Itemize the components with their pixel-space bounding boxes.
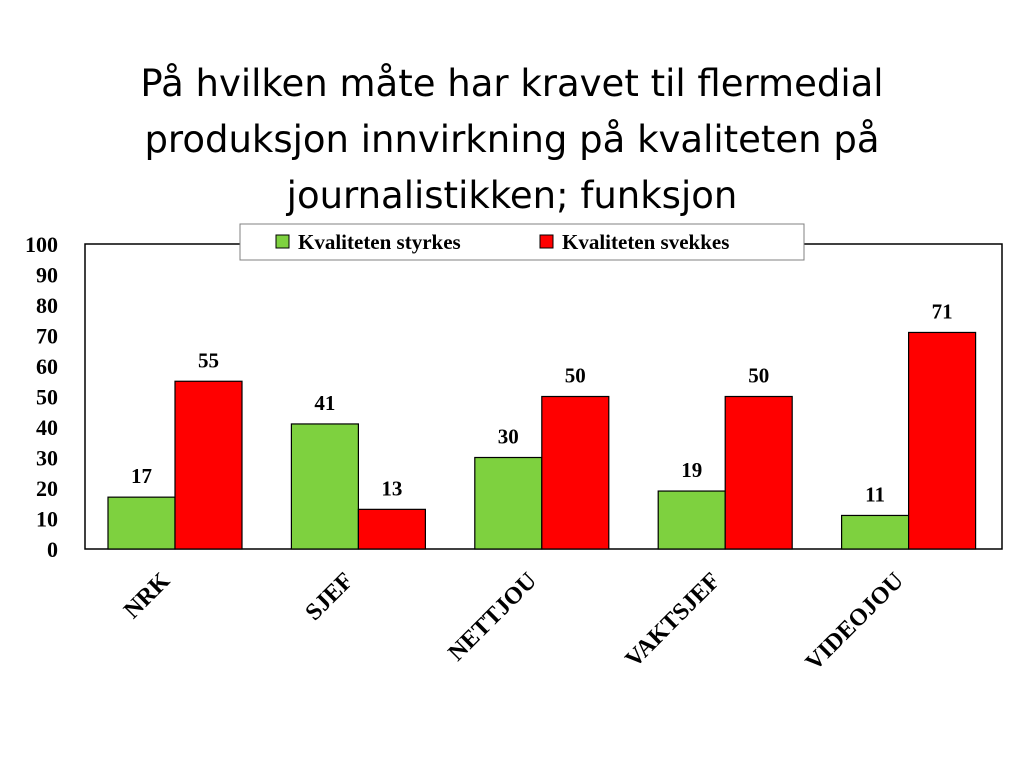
title-line-1: På hvilken måte har kravet til flermedia… (140, 62, 884, 105)
data-label: 50 (748, 364, 769, 388)
x-category-label: SJEF (301, 568, 359, 626)
slide-title: På hvilken måte har kravet til flermedia… (60, 56, 964, 224)
bar (107, 496, 176, 550)
y-tick-label: 40 (36, 415, 58, 440)
legend-box (239, 223, 805, 261)
data-label: 71 (932, 299, 953, 323)
bar (907, 331, 977, 550)
y-tick-label: 90 (36, 263, 58, 288)
bar (724, 395, 793, 550)
legend-label: Kvaliteten svekkes (562, 230, 729, 254)
bar (840, 514, 910, 550)
data-label: 55 (198, 348, 219, 372)
y-tick-label: 80 (36, 293, 58, 318)
x-category-label: NRK (119, 568, 175, 624)
title-line-2: produksjon innvirkning på kvaliteten på (144, 118, 880, 161)
bar (174, 380, 243, 550)
y-tick-label: 20 (36, 476, 58, 501)
y-tick-label: 100 (25, 232, 58, 257)
x-category-label: NETTJOU (444, 568, 543, 667)
title-line-3: journalistikken; funksjon (286, 174, 738, 217)
y-tick-label: 50 (36, 385, 58, 410)
data-label: 19 (681, 458, 702, 482)
data-label: 41 (314, 391, 335, 415)
bar (474, 456, 543, 550)
bar (290, 423, 359, 550)
y-tick-label: 70 (36, 324, 58, 349)
legend-swatch (275, 234, 290, 249)
bar (357, 508, 426, 550)
data-label: 30 (498, 425, 519, 449)
y-tick-label: 0 (47, 537, 58, 562)
y-tick-label: 60 (36, 354, 58, 379)
y-tick-label: 30 (36, 446, 58, 471)
x-category-label: VAKTSJEF (621, 568, 726, 673)
legend-swatch (539, 234, 554, 249)
x-category-label: VIDEOJOU (801, 568, 909, 676)
bar (541, 395, 610, 550)
data-label: 11 (865, 482, 885, 506)
data-label: 13 (381, 476, 402, 500)
data-label: 17 (131, 464, 152, 488)
legend-label: Kvaliteten styrkes (298, 230, 461, 254)
data-label: 50 (565, 364, 586, 388)
bar (657, 490, 726, 550)
y-tick-label: 10 (36, 507, 58, 532)
